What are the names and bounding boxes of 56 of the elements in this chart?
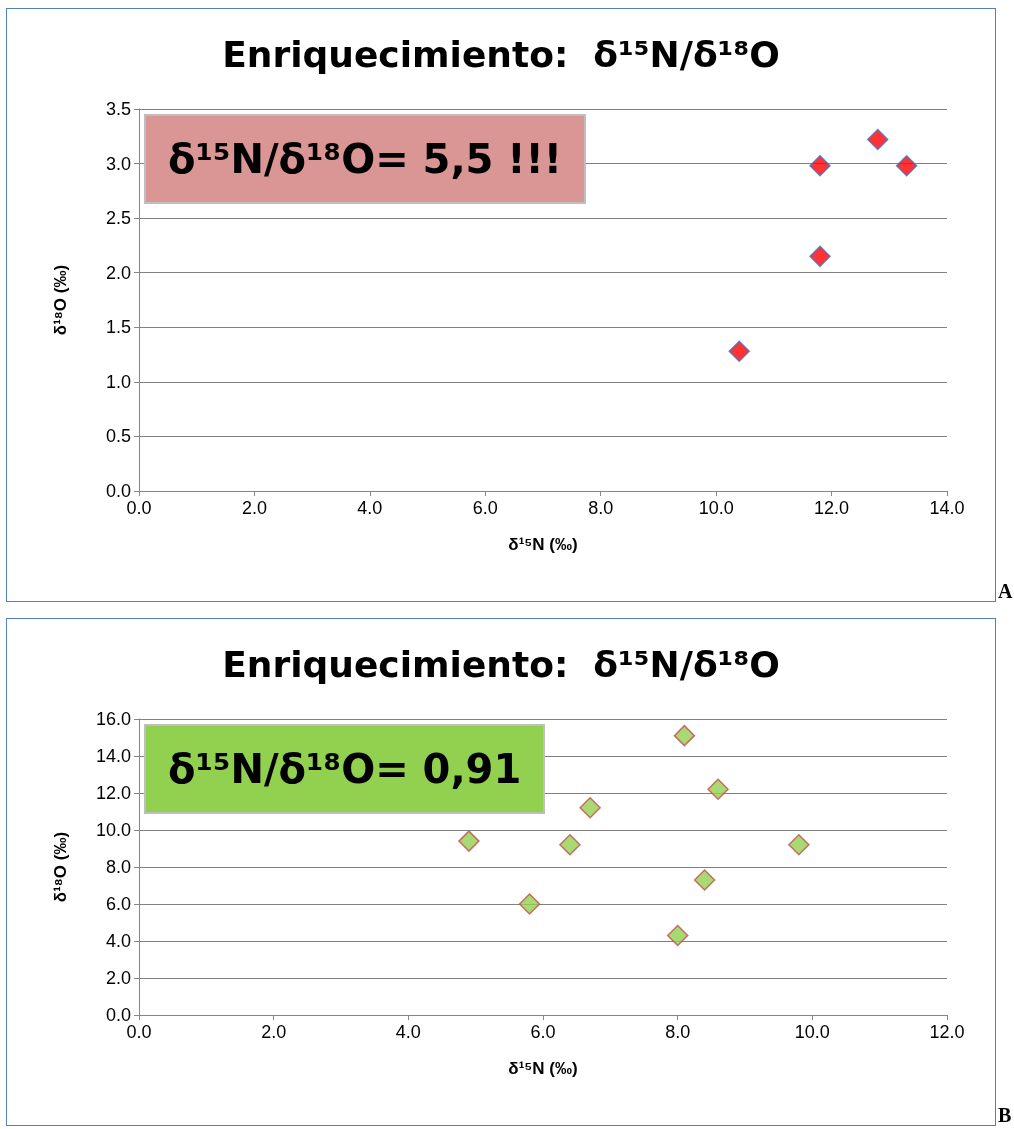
y-tick-label: 0.0 xyxy=(105,481,131,501)
x-tick-label: 0.0 xyxy=(126,1022,152,1042)
y-tick-label: 1.5 xyxy=(105,317,131,338)
y-axis-title: δ¹⁸O (‰) xyxy=(51,831,70,903)
y-tick-label: 1.0 xyxy=(105,371,131,392)
x-tick-label: 8.0 xyxy=(665,1022,691,1042)
x-tick-label: 12.0 xyxy=(929,1022,965,1042)
point xyxy=(788,834,810,856)
y-tick-label: 14.0 xyxy=(95,746,131,766)
point xyxy=(518,893,541,915)
chart-title: Enriquecimiento: δ¹⁵N/δ¹⁸O xyxy=(222,643,780,685)
x-tick-label: 2.0 xyxy=(241,498,267,518)
y-tick-label: 3.0 xyxy=(105,153,131,174)
annotation: δ¹⁵N/δ¹⁸O= 0,91 xyxy=(144,724,546,814)
point xyxy=(809,155,831,177)
chart-title: Enriquecimiento: δ¹⁵N/δ¹⁸O xyxy=(222,33,780,75)
y-tick-label: 12.0 xyxy=(95,783,131,803)
y-tick-label: 3.5 xyxy=(105,99,131,119)
x-tick-label: 6.0 xyxy=(530,1022,556,1042)
point xyxy=(693,869,716,891)
x-axis-title: δ¹⁵N (‰) xyxy=(508,535,578,554)
point xyxy=(579,797,601,819)
x-tick-label: 14.0 xyxy=(929,498,965,518)
point xyxy=(707,778,729,801)
x-tick-label: 4.0 xyxy=(357,498,383,518)
point xyxy=(673,724,696,747)
y-tick-label: 4.0 xyxy=(105,931,131,951)
x-axis-title: δ¹⁵N (‰) xyxy=(508,1059,578,1078)
x-tick-label: 2.0 xyxy=(261,1022,287,1042)
x-tick-label: 0.0 xyxy=(126,498,152,518)
point xyxy=(666,924,689,947)
y-axis-title: δ¹⁸O (‰) xyxy=(51,264,70,336)
y-tick-label: 0.0 xyxy=(105,1005,131,1025)
y-tick-label: 2.0 xyxy=(105,968,131,988)
y-tick-label: 6.0 xyxy=(105,894,131,914)
x-tick-label: 10.0 xyxy=(794,1022,830,1042)
text: B xyxy=(998,1104,1012,1127)
y-tick-label: 0.5 xyxy=(105,426,131,447)
point xyxy=(895,155,918,177)
x-tick-label: 4.0 xyxy=(395,1022,421,1042)
x-tick-label: 6.0 xyxy=(472,498,498,518)
y-tick-label: 8.0 xyxy=(105,857,131,877)
point xyxy=(559,834,581,856)
text: A xyxy=(998,580,1013,603)
y-tick-label: 2.5 xyxy=(105,208,131,229)
x-tick-label: 8.0 xyxy=(588,498,614,518)
y-tick-label: 16.0 xyxy=(95,709,131,729)
y-tick-label: 10.0 xyxy=(95,820,131,840)
x-tick-label: 10.0 xyxy=(698,498,734,518)
x-tick-label: 12.0 xyxy=(814,498,850,518)
point xyxy=(458,830,480,852)
point xyxy=(866,128,889,151)
annotation: δ¹⁵N/δ¹⁸O= 5,5 !!! xyxy=(144,114,587,204)
point xyxy=(728,340,750,363)
point xyxy=(809,245,831,268)
y-tick-label: 2.0 xyxy=(105,262,131,283)
